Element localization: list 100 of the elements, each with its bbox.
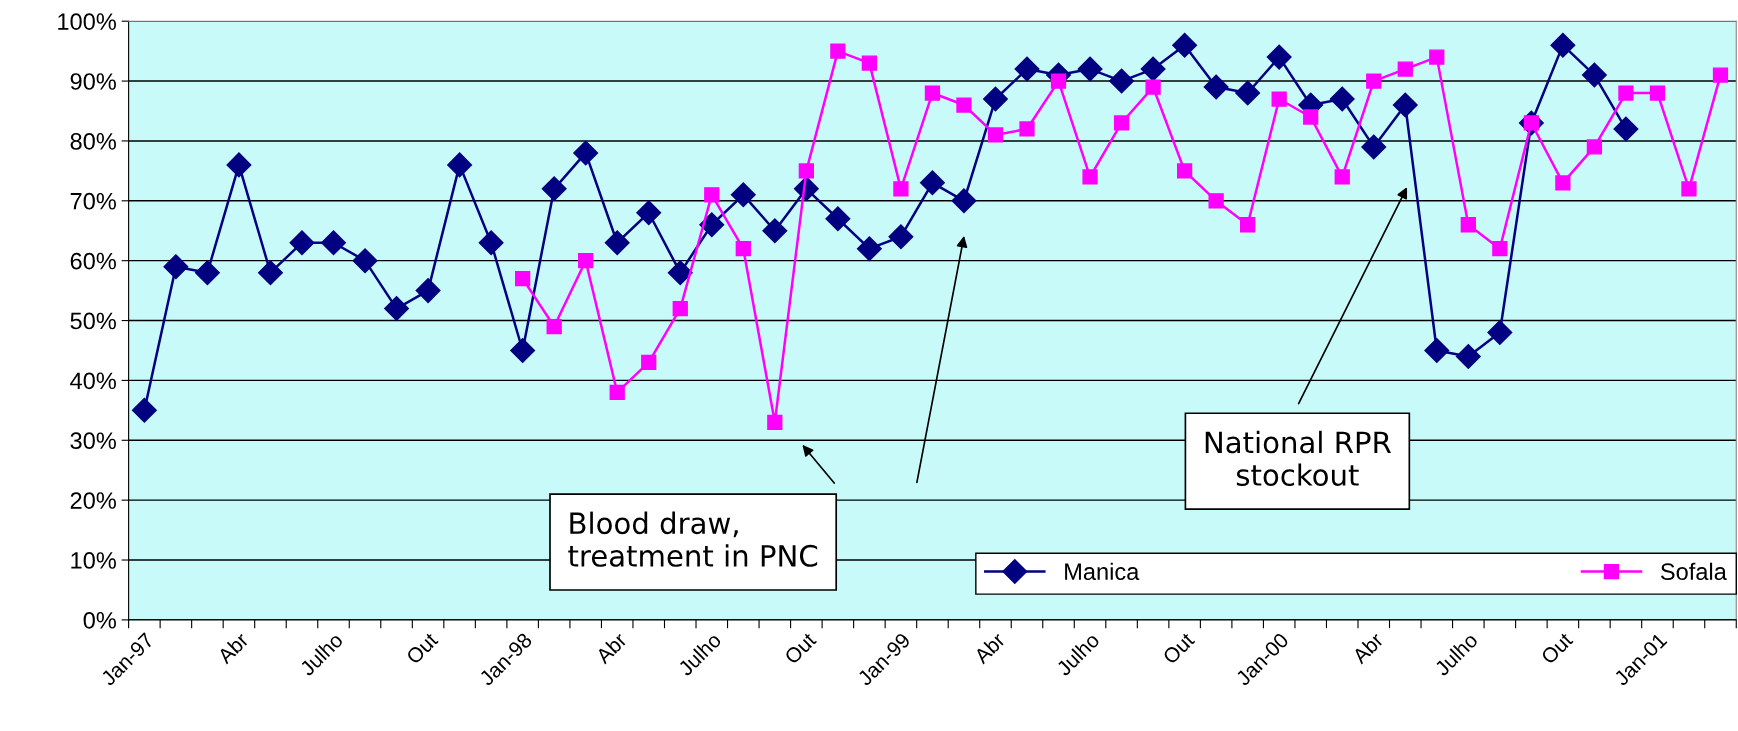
point <box>1050 73 1067 89</box>
point <box>131 397 157 423</box>
point <box>1271 91 1287 107</box>
point <box>1581 62 1607 88</box>
point <box>478 230 504 256</box>
point <box>384 296 410 322</box>
point <box>987 127 1004 143</box>
point <box>730 182 756 208</box>
x-tick-label: Out <box>1540 631 1574 665</box>
y-tick-label: 20% <box>70 492 116 509</box>
point <box>767 414 783 430</box>
y-tick-label: 70% <box>70 192 116 210</box>
point <box>861 55 878 71</box>
y-tick-label: 100% <box>58 13 116 30</box>
point <box>546 318 562 335</box>
point <box>830 43 846 59</box>
point <box>956 97 972 113</box>
point <box>951 188 977 214</box>
annotation: Blood draw, treatment in PNC <box>568 511 818 567</box>
x-tick-label: Abr <box>972 631 1007 665</box>
point <box>289 230 315 256</box>
point <box>1392 92 1418 118</box>
point <box>1019 121 1035 137</box>
point <box>1172 32 1198 58</box>
point <box>983 86 1008 112</box>
point <box>447 152 473 178</box>
point <box>573 140 599 166</box>
point <box>515 270 531 287</box>
point <box>888 224 914 250</box>
point <box>699 212 725 238</box>
point <box>704 187 720 203</box>
point <box>1460 217 1476 233</box>
point <box>1240 217 1256 233</box>
point <box>352 248 378 274</box>
x-tick-label: Out <box>405 631 439 665</box>
y-tick-label: 80% <box>70 133 116 150</box>
x-tick-label: Abr <box>216 631 250 665</box>
point <box>1203 74 1229 100</box>
legend-label: Manica <box>1065 562 1140 581</box>
point <box>735 241 751 257</box>
y-tick-label: 60% <box>70 252 116 270</box>
annotation: National RPR stockout <box>1205 430 1391 487</box>
point <box>1492 241 1508 257</box>
point <box>636 200 662 226</box>
y-tick-label: 30% <box>70 432 116 450</box>
point <box>163 254 189 280</box>
point <box>510 337 536 363</box>
point <box>194 260 220 286</box>
x-tick-label: Out <box>783 631 818 665</box>
point <box>1366 73 1382 89</box>
point <box>762 218 788 244</box>
x-tick-label: Abr <box>1350 631 1385 665</box>
point <box>1429 49 1445 65</box>
y-tick-label: 90% <box>70 73 116 90</box>
point <box>1082 169 1098 185</box>
point <box>893 181 909 197</box>
point <box>1487 320 1513 345</box>
point <box>415 278 441 304</box>
point <box>1329 86 1355 112</box>
point <box>1113 115 1130 131</box>
point <box>226 152 252 178</box>
point <box>1586 139 1603 155</box>
point <box>856 236 882 262</box>
x-tick-label: Out <box>1161 631 1196 665</box>
y-tick-label: 50% <box>70 312 116 330</box>
point <box>1266 44 1292 70</box>
point <box>1235 80 1261 106</box>
point <box>1555 175 1571 191</box>
y-tick-label: 0% <box>83 611 116 629</box>
point <box>1681 181 1697 197</box>
point <box>1550 32 1576 58</box>
point <box>641 354 657 371</box>
point <box>1014 56 1040 82</box>
point <box>1109 68 1135 94</box>
point <box>1455 343 1481 369</box>
point <box>541 176 567 202</box>
point <box>578 253 594 269</box>
point <box>1303 109 1319 125</box>
y-tick-label: 10% <box>71 552 116 569</box>
point <box>924 85 941 101</box>
point <box>919 170 945 196</box>
point <box>1176 163 1193 179</box>
point <box>1712 67 1729 83</box>
y-tick-label: 40% <box>70 372 116 390</box>
point <box>667 260 693 286</box>
point <box>1361 134 1387 160</box>
point <box>1424 337 1450 363</box>
point <box>672 300 688 317</box>
point <box>1397 61 1413 77</box>
point <box>1613 116 1639 142</box>
point <box>1208 193 1224 209</box>
point <box>1145 79 1161 95</box>
point <box>604 230 630 256</box>
point <box>1077 56 1103 82</box>
point <box>1334 169 1350 185</box>
point <box>321 230 346 256</box>
point <box>609 384 625 401</box>
point <box>257 260 283 286</box>
point <box>825 206 851 232</box>
point <box>1618 85 1634 101</box>
